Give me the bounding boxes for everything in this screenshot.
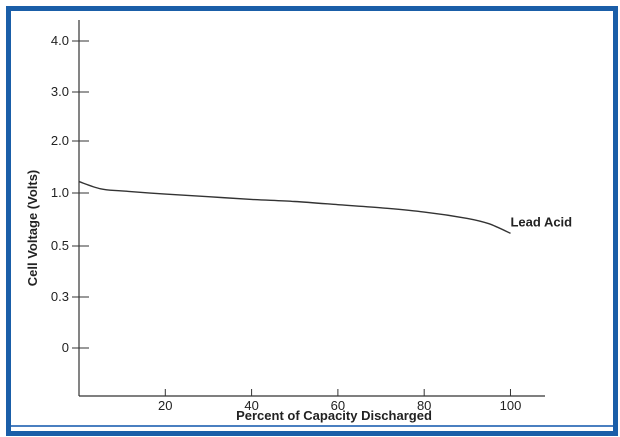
y-tick-label: 4.0	[51, 33, 69, 48]
y-ticks: 4.0 3.0 2.0 1.0 0.5 0.3 0	[51, 33, 89, 355]
frame-bottom-rule	[11, 425, 613, 427]
series-label-lead-acid: Lead Acid	[510, 214, 572, 229]
y-tick-label: 1.0	[51, 185, 69, 200]
x-tick-label: 80	[417, 398, 431, 413]
x-tick-label: 20	[158, 398, 172, 413]
axes	[78, 20, 545, 397]
y-tick-label: 3.0	[51, 84, 69, 99]
y-tick-label: 0.3	[51, 289, 69, 304]
y-tick-label: 0	[62, 340, 69, 355]
x-axis-title: Percent of Capacity Discharged	[236, 408, 432, 423]
chart-frame	[6, 6, 618, 436]
x-tick-label: 60	[331, 398, 345, 413]
series-layer: Lead Acid	[78, 180, 572, 234]
x-tick-label: 100	[500, 398, 522, 413]
series-line-lead-acid	[78, 180, 511, 234]
x-tick-label: 40	[244, 398, 258, 413]
y-tick-label: 0.5	[51, 238, 69, 253]
y-axis-title: Cell Voltage (Volts)	[25, 170, 40, 287]
y-tick-label: 2.0	[51, 133, 69, 148]
x-ticks: 20 40 60 80 100	[158, 389, 521, 413]
